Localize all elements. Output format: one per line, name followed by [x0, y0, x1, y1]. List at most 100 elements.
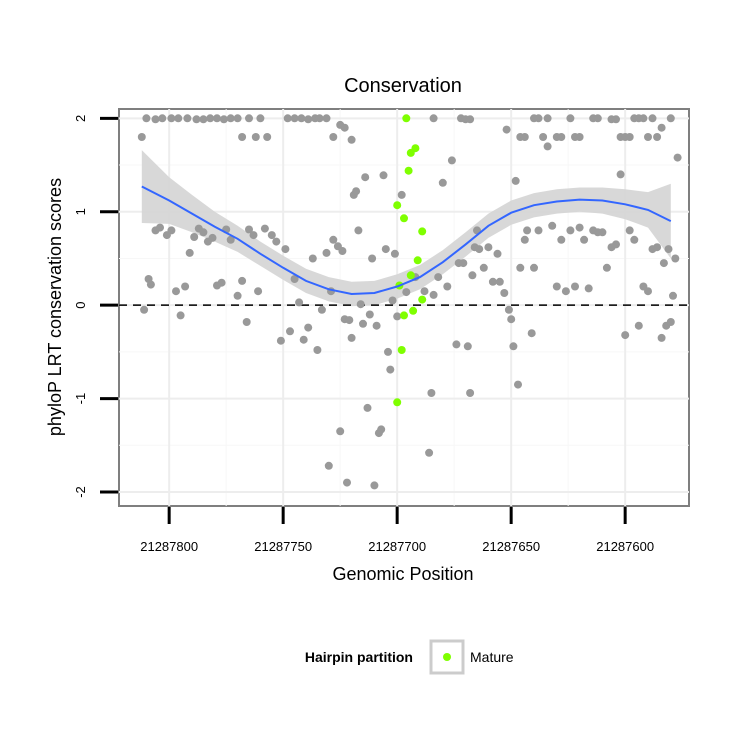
data-point — [167, 114, 176, 123]
data-point — [520, 235, 529, 244]
plot-panel — [118, 108, 690, 507]
data-point — [584, 284, 593, 293]
y-axis-title: phyloP LRT conservation scores — [45, 178, 65, 436]
data-point — [534, 114, 543, 123]
data-point — [520, 133, 529, 141]
x-tick-label: 21287650 — [482, 539, 540, 554]
data-point — [612, 240, 620, 249]
data-point — [612, 115, 620, 124]
y-tick-label: -1 — [73, 393, 88, 405]
data-point — [283, 114, 292, 123]
data-point — [176, 311, 185, 320]
data-point — [514, 380, 522, 389]
data-point — [402, 288, 411, 297]
data-point — [174, 114, 183, 123]
data-point — [575, 133, 584, 141]
x-tick-label: 21287700 — [368, 539, 426, 554]
data-point — [390, 249, 399, 258]
data-point — [260, 224, 269, 233]
data-point — [238, 133, 247, 141]
data-point — [256, 114, 265, 123]
data-point — [630, 235, 639, 244]
data-point-mature — [393, 201, 402, 210]
data-point — [245, 225, 253, 234]
data-point — [593, 114, 602, 123]
data-point — [543, 114, 552, 123]
data-point-mature — [409, 306, 418, 315]
data-point — [666, 318, 675, 326]
data-point — [459, 259, 468, 268]
data-point — [238, 276, 247, 285]
data-point — [666, 114, 675, 123]
data-point — [429, 114, 438, 123]
data-point — [370, 481, 379, 490]
data-point — [602, 263, 611, 272]
data-point — [425, 448, 434, 457]
data-point — [206, 114, 215, 123]
data-point — [347, 333, 356, 342]
data-point — [290, 114, 299, 123]
data-point — [242, 318, 251, 326]
data-point — [158, 114, 167, 123]
data-point — [263, 133, 272, 141]
data-point — [447, 156, 456, 165]
ribbon-band — [141, 150, 671, 307]
data-point — [361, 173, 370, 182]
data-point — [347, 135, 356, 144]
data-point — [290, 275, 299, 283]
data-point — [345, 316, 354, 325]
data-point — [502, 125, 511, 134]
data-point — [397, 190, 406, 199]
data-point — [233, 114, 242, 123]
data-point — [295, 298, 304, 307]
data-point — [509, 342, 518, 351]
data-point — [659, 259, 668, 268]
data-point — [372, 321, 381, 330]
data-point — [267, 231, 276, 240]
data-point — [297, 114, 306, 123]
data-point — [644, 133, 652, 141]
loess-line — [141, 185, 672, 296]
data-point — [443, 282, 452, 291]
data-point-mature — [406, 271, 415, 280]
data-point — [598, 228, 607, 237]
data-point — [548, 221, 557, 230]
data-point-mature — [406, 148, 415, 157]
data-point — [226, 235, 235, 244]
data-point — [185, 248, 194, 257]
data-point-mature — [400, 311, 408, 320]
data-point — [363, 403, 372, 412]
data-point — [315, 114, 324, 123]
data-point — [648, 114, 657, 123]
data-point — [151, 115, 160, 124]
data-point — [245, 114, 253, 123]
data-point — [561, 287, 570, 296]
data-point — [657, 123, 666, 132]
data-point — [429, 290, 438, 299]
data-point — [356, 300, 365, 309]
data-point — [657, 333, 666, 342]
data-point — [365, 310, 374, 319]
data-point — [217, 278, 226, 287]
data-point — [156, 223, 164, 232]
x-axis-title: Genomic Position — [332, 564, 473, 584]
confidence-ribbon — [141, 150, 671, 307]
data-point — [575, 223, 584, 232]
data-point-mature — [400, 214, 408, 223]
data-point — [381, 245, 390, 254]
x-tick-label: 21287750 — [254, 539, 312, 554]
x-tick-label: 21287600 — [596, 539, 654, 554]
data-point — [336, 427, 345, 436]
y-axis: -2 -1 0 1 2 — [73, 115, 118, 498]
data-point — [368, 254, 377, 263]
data-point — [272, 237, 281, 246]
data-point — [566, 226, 575, 235]
data-point — [669, 291, 677, 300]
data-point — [343, 478, 351, 487]
data-point — [543, 142, 552, 151]
data-point — [475, 245, 484, 254]
data-point — [616, 170, 625, 179]
data-point — [340, 123, 349, 132]
x-axis: 21287800 21287750 21287700 21287650 21287600 — [140, 507, 654, 554]
